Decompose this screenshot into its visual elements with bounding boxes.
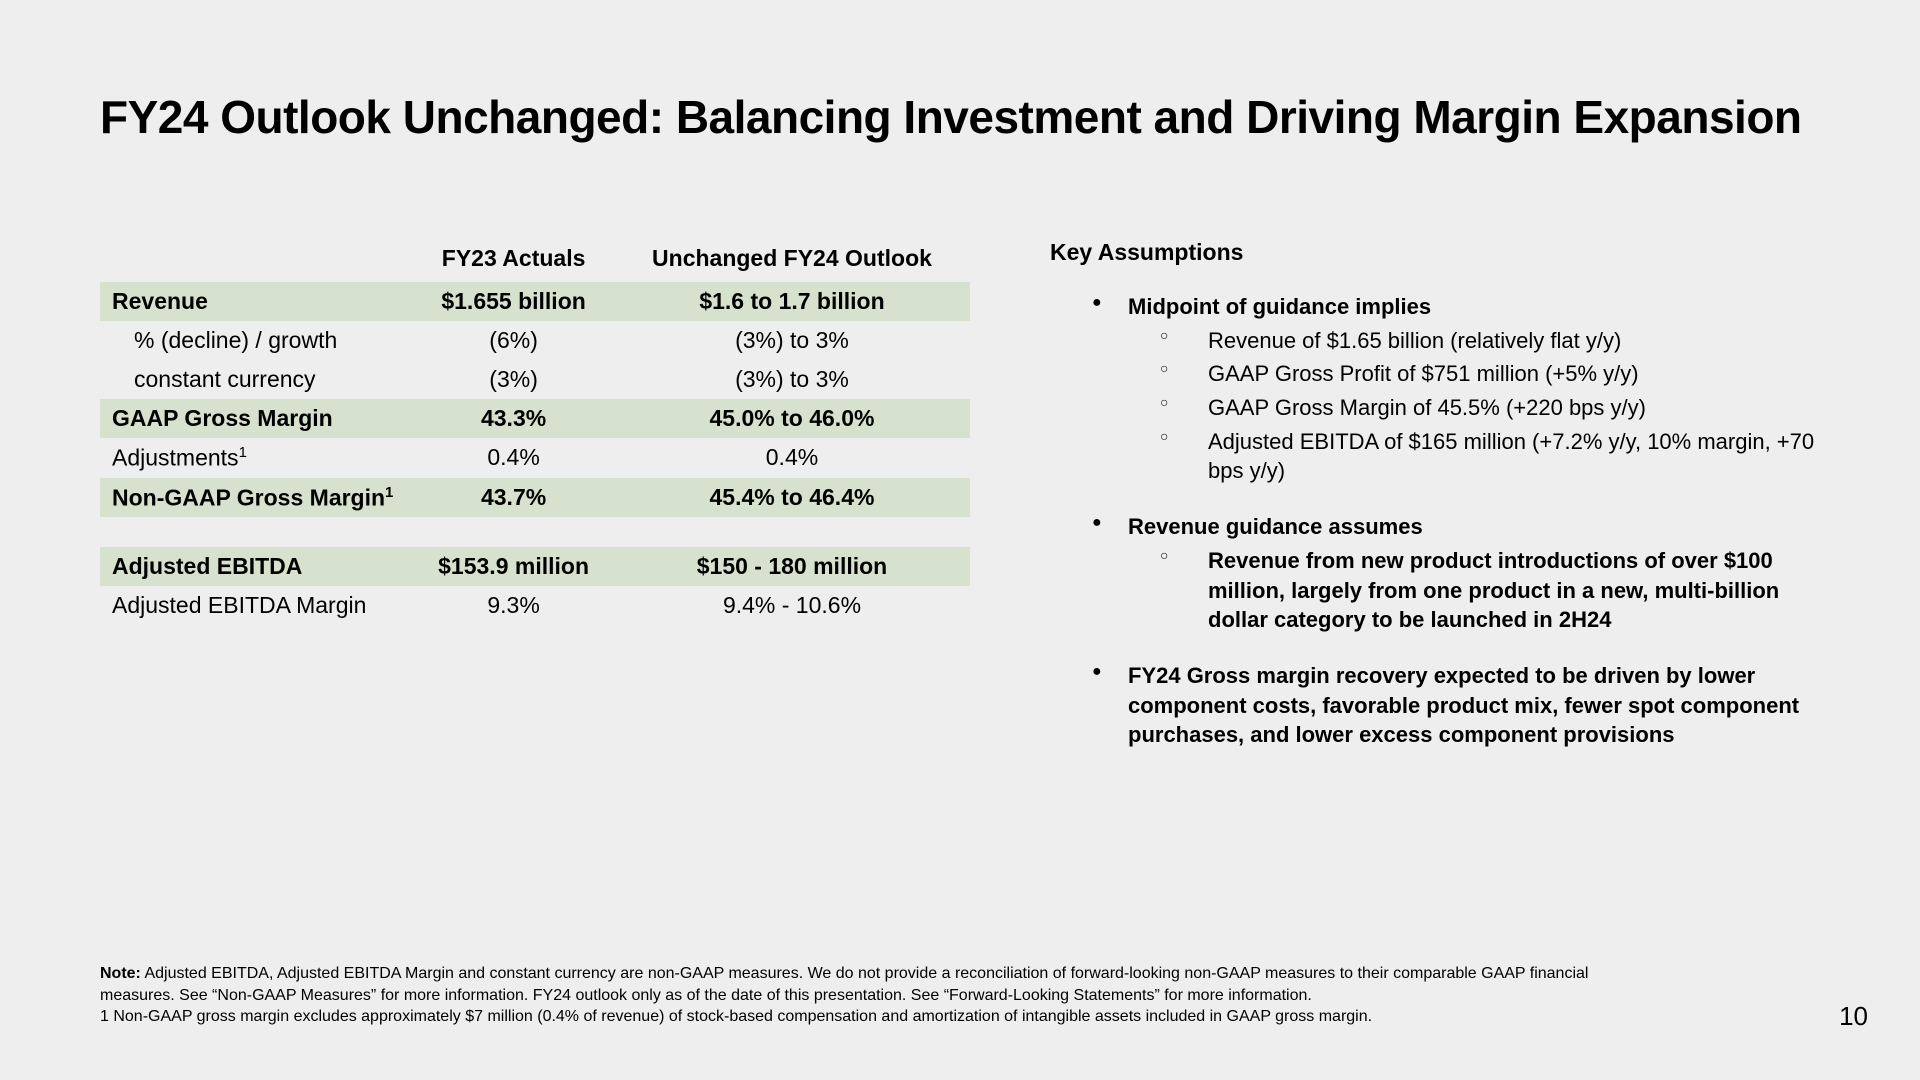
- metric-label: % (decline) / growth: [134, 327, 337, 353]
- table-row: Adjustments10.4%0.4%: [100, 438, 970, 478]
- metric-label: Non-GAAP Gross Margin: [112, 484, 385, 510]
- metric-superscript: 1: [385, 484, 393, 501]
- metric-cell: constant currency: [100, 360, 413, 399]
- assumption-subitem: GAAP Gross Margin of 45.5% (+220 bps y/y…: [1128, 393, 1820, 423]
- fy23-cell: 43.7%: [413, 478, 614, 518]
- metric-cell: Adjusted EBITDA Margin: [100, 586, 413, 625]
- fy24-cell: (3%) to 3%: [614, 360, 970, 399]
- fy24-cell: 0.4%: [614, 438, 970, 478]
- assumption-subitem: Revenue from new product introductions o…: [1128, 546, 1820, 635]
- table-row: [100, 517, 970, 547]
- footnotes: Note: Adjusted EBITDA, Adjusted EBITDA M…: [100, 963, 1660, 1028]
- metric-cell: % (decline) / growth: [100, 321, 413, 360]
- assumptions-list: Midpoint of guidance implies Revenue of $…: [1050, 292, 1820, 750]
- fy24-cell: 9.4% - 10.6%: [614, 586, 970, 625]
- assumptions-container: Key Assumptions Midpoint of guidance imp…: [1050, 239, 1820, 776]
- col-header-fy23: FY23 Actuals: [413, 239, 614, 282]
- page-number: 10: [1839, 1001, 1868, 1032]
- fy23-cell: (3%): [413, 360, 614, 399]
- fy24-cell: (3%) to 3%: [614, 321, 970, 360]
- col-header-fy24: Unchanged FY24 Outlook: [614, 239, 970, 282]
- table-row: Non-GAAP Gross Margin143.7%45.4% to 46.4…: [100, 478, 970, 518]
- assumption-sublist: Revenue of $1.65 billion (relatively fla…: [1128, 326, 1820, 486]
- metric-cell: Revenue: [100, 282, 413, 321]
- table-row: Adjusted EBITDA Margin 9.3%9.4% - 10.6%: [100, 586, 970, 625]
- metric-cell: Non-GAAP Gross Margin1: [100, 478, 413, 518]
- outlook-table: FY23 Actuals Unchanged FY24 Outlook Reve…: [100, 239, 970, 625]
- content-row: FY23 Actuals Unchanged FY24 Outlook Reve…: [100, 239, 1820, 776]
- assumption-subitem: Revenue of $1.65 billion (relatively fla…: [1128, 326, 1820, 356]
- table-spacer: [100, 517, 970, 547]
- fy23-cell: 9.3%: [413, 586, 614, 625]
- outlook-table-container: FY23 Actuals Unchanged FY24 Outlook Reve…: [100, 239, 970, 776]
- metric-cell: Adjustments1: [100, 438, 413, 478]
- metric-cell: Adjusted EBITDA: [100, 547, 413, 586]
- assumptions-heading: Key Assumptions: [1050, 239, 1820, 266]
- fy23-cell: 43.3%: [413, 399, 614, 438]
- assumption-text: FY24 Gross margin recovery expected to b…: [1128, 663, 1799, 747]
- table-row: Revenue $1.655 billion$1.6 to 1.7 billion: [100, 282, 970, 321]
- footnote-note: Note: Adjusted EBITDA, Adjusted EBITDA M…: [100, 963, 1660, 1006]
- fy24-cell: $1.6 to 1.7 billion: [614, 282, 970, 321]
- assumption-item: Midpoint of guidance implies Revenue of $…: [1050, 292, 1820, 486]
- metric-label: Adjustments: [112, 445, 239, 471]
- assumption-item: FY24 Gross margin recovery expected to b…: [1050, 661, 1820, 750]
- slide: FY24 Outlook Unchanged: Balancing Invest…: [0, 0, 1920, 1080]
- footnote-note-lead: Note:: [100, 965, 141, 982]
- metric-label: Revenue: [112, 288, 208, 314]
- assumption-text: Midpoint of guidance implies: [1128, 294, 1431, 319]
- fy24-cell: $150 - 180 million: [614, 547, 970, 586]
- assumption-item: Revenue guidance assumes Revenue from new…: [1050, 512, 1820, 635]
- footnote-1: 1 Non-GAAP gross margin excludes approxi…: [100, 1006, 1660, 1028]
- fy23-cell: 0.4%: [413, 438, 614, 478]
- slide-title: FY24 Outlook Unchanged: Balancing Invest…: [100, 90, 1820, 144]
- metric-cell: GAAP Gross Margin: [100, 399, 413, 438]
- fy24-cell: 45.4% to 46.4%: [614, 478, 970, 518]
- fy23-cell: (6%): [413, 321, 614, 360]
- metric-label: Adjusted EBITDA: [112, 553, 302, 579]
- assumption-text: Revenue guidance assumes: [1128, 514, 1423, 539]
- assumption-subitem: GAAP Gross Profit of $751 million (+5% y…: [1128, 359, 1820, 389]
- metric-label: GAAP Gross Margin: [112, 405, 333, 431]
- fy24-cell: 45.0% to 46.0%: [614, 399, 970, 438]
- col-header-metric: [100, 239, 413, 282]
- metric-superscript: 1: [239, 444, 247, 461]
- table-header-row: FY23 Actuals Unchanged FY24 Outlook: [100, 239, 970, 282]
- metric-label: constant currency: [134, 366, 316, 392]
- table-row: % (decline) / growth (6%)(3%) to 3%: [100, 321, 970, 360]
- table-row: GAAP Gross Margin 43.3%45.0% to 46.0%: [100, 399, 970, 438]
- assumption-sublist: Revenue from new product introductions o…: [1128, 546, 1820, 635]
- fy23-cell: $1.655 billion: [413, 282, 614, 321]
- footnote-note-body: Adjusted EBITDA, Adjusted EBITDA Margin …: [100, 965, 1588, 1004]
- table-row: Adjusted EBITDA $153.9 million$150 - 180 …: [100, 547, 970, 586]
- assumption-subitem: Adjusted EBITDA of $165 million (+7.2% y…: [1128, 427, 1820, 486]
- table-row: constant currency (3%)(3%) to 3%: [100, 360, 970, 399]
- fy23-cell: $153.9 million: [413, 547, 614, 586]
- metric-label: Adjusted EBITDA Margin: [112, 592, 366, 618]
